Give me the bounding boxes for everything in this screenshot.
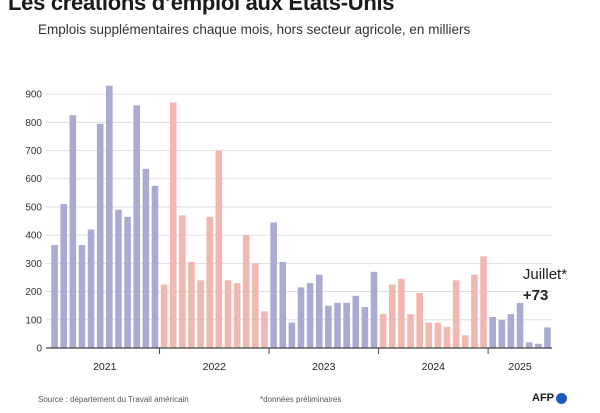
bar-2025-5 bbox=[525, 342, 533, 348]
bar-2024-1 bbox=[379, 314, 387, 348]
footnote: *données préliminaires bbox=[260, 395, 342, 404]
bar-2021-3 bbox=[69, 115, 77, 349]
x-year-label-2025: 2025 bbox=[508, 361, 532, 373]
annotation-value: +73 bbox=[523, 287, 548, 304]
bar-2021-9 bbox=[124, 216, 131, 348]
axes: 0 100 200 300 400 500 600 700 800 900 2021 2022 2023… bbox=[25, 90, 552, 373]
chart-subtitle: Emplois supplémentaires chaque mois, hor… bbox=[38, 22, 471, 37]
bars bbox=[51, 85, 551, 349]
bar-2023-12 bbox=[370, 271, 378, 348]
annotation: Juillet* +73 bbox=[523, 266, 567, 304]
y-tick-label: 500 bbox=[25, 202, 42, 213]
bar-2023-8 bbox=[334, 302, 341, 348]
y-tick-label: 200 bbox=[25, 287, 42, 298]
bar-2023-2 bbox=[279, 261, 287, 348]
bar-2024-9 bbox=[452, 280, 460, 348]
bar-2021-11 bbox=[142, 168, 150, 348]
bar-2024-7 bbox=[434, 322, 442, 348]
bar-2021-6 bbox=[96, 123, 104, 348]
y-tick-label: 800 bbox=[25, 118, 42, 129]
y-tick-label: 300 bbox=[25, 259, 42, 270]
bar-2022-4 bbox=[188, 261, 195, 348]
bar-2024-2 bbox=[388, 284, 396, 348]
x-year-label-2021: 2021 bbox=[93, 361, 117, 373]
bar-2021-2 bbox=[60, 204, 67, 348]
bar-2023-6 bbox=[315, 274, 323, 348]
x-year-label-2022: 2022 bbox=[203, 361, 227, 373]
afp-logo-text: AFP bbox=[532, 392, 554, 404]
bar-2023-11 bbox=[361, 307, 369, 348]
bar-2021-12 bbox=[151, 185, 159, 348]
bar-2022-11 bbox=[252, 263, 259, 348]
bar-2022-9 bbox=[233, 283, 241, 348]
bar-2023-1 bbox=[270, 222, 277, 348]
bar-2025-2 bbox=[498, 319, 506, 348]
y-tick-label: 600 bbox=[25, 174, 42, 185]
bar-2023-7 bbox=[325, 305, 332, 348]
afp-logo-dot-icon bbox=[556, 392, 567, 404]
y-tick-label: 0 bbox=[36, 344, 42, 355]
bar-2022-10 bbox=[242, 235, 250, 348]
bar-2023-9 bbox=[343, 302, 350, 348]
bar-2025-1 bbox=[489, 316, 496, 348]
bar-2024-3 bbox=[398, 278, 405, 348]
bar-2024-6 bbox=[425, 322, 433, 348]
bar-2023-10 bbox=[352, 295, 360, 348]
bar-2021-4 bbox=[78, 245, 86, 348]
y-tick-label: 700 bbox=[25, 146, 42, 157]
bar-2025-4 bbox=[516, 302, 524, 348]
bar-2022-5 bbox=[197, 280, 204, 348]
bar-2021-5 bbox=[87, 229, 95, 348]
bar-2023-5 bbox=[306, 283, 314, 348]
bar-2022-8 bbox=[224, 280, 232, 348]
bar-2025-6 bbox=[535, 343, 542, 348]
bar-2024-5 bbox=[416, 292, 423, 348]
annotation-month: Juillet* bbox=[523, 266, 567, 283]
bar-2021-8 bbox=[115, 209, 122, 348]
bar-2025-7 bbox=[544, 327, 551, 348]
bar-2022-3 bbox=[179, 215, 186, 348]
bar-2024-10 bbox=[462, 335, 469, 348]
bar-2024-11 bbox=[471, 274, 478, 348]
chart-title: Les créations d’emploi aux Etats-Unis bbox=[8, 0, 395, 15]
bar-2022-1 bbox=[160, 284, 168, 348]
bar-2023-4 bbox=[297, 287, 305, 348]
bar-2023-3 bbox=[288, 322, 296, 348]
bar-2024-4 bbox=[407, 314, 414, 348]
bar-2022-12 bbox=[261, 311, 268, 348]
x-year-label-2024: 2024 bbox=[422, 361, 446, 373]
bar-2025-3 bbox=[507, 314, 515, 348]
bar-2024-8 bbox=[443, 326, 451, 348]
bar-2024-12 bbox=[480, 256, 487, 348]
y-tick-label: 900 bbox=[25, 90, 42, 101]
bar-2022-2 bbox=[169, 102, 177, 348]
bar-2021-10 bbox=[133, 105, 140, 349]
bar-2022-7 bbox=[215, 150, 223, 348]
afp-logo: AFP bbox=[532, 392, 567, 404]
bar-2021-7 bbox=[106, 85, 113, 349]
x-year-label-2023: 2023 bbox=[312, 361, 336, 373]
y-tick-label: 100 bbox=[25, 315, 42, 326]
bar-2021-1 bbox=[51, 245, 58, 348]
y-tick-label: 400 bbox=[25, 231, 42, 242]
bar-2022-6 bbox=[206, 216, 214, 348]
source-note: Source : département du Travail américai… bbox=[38, 395, 189, 404]
